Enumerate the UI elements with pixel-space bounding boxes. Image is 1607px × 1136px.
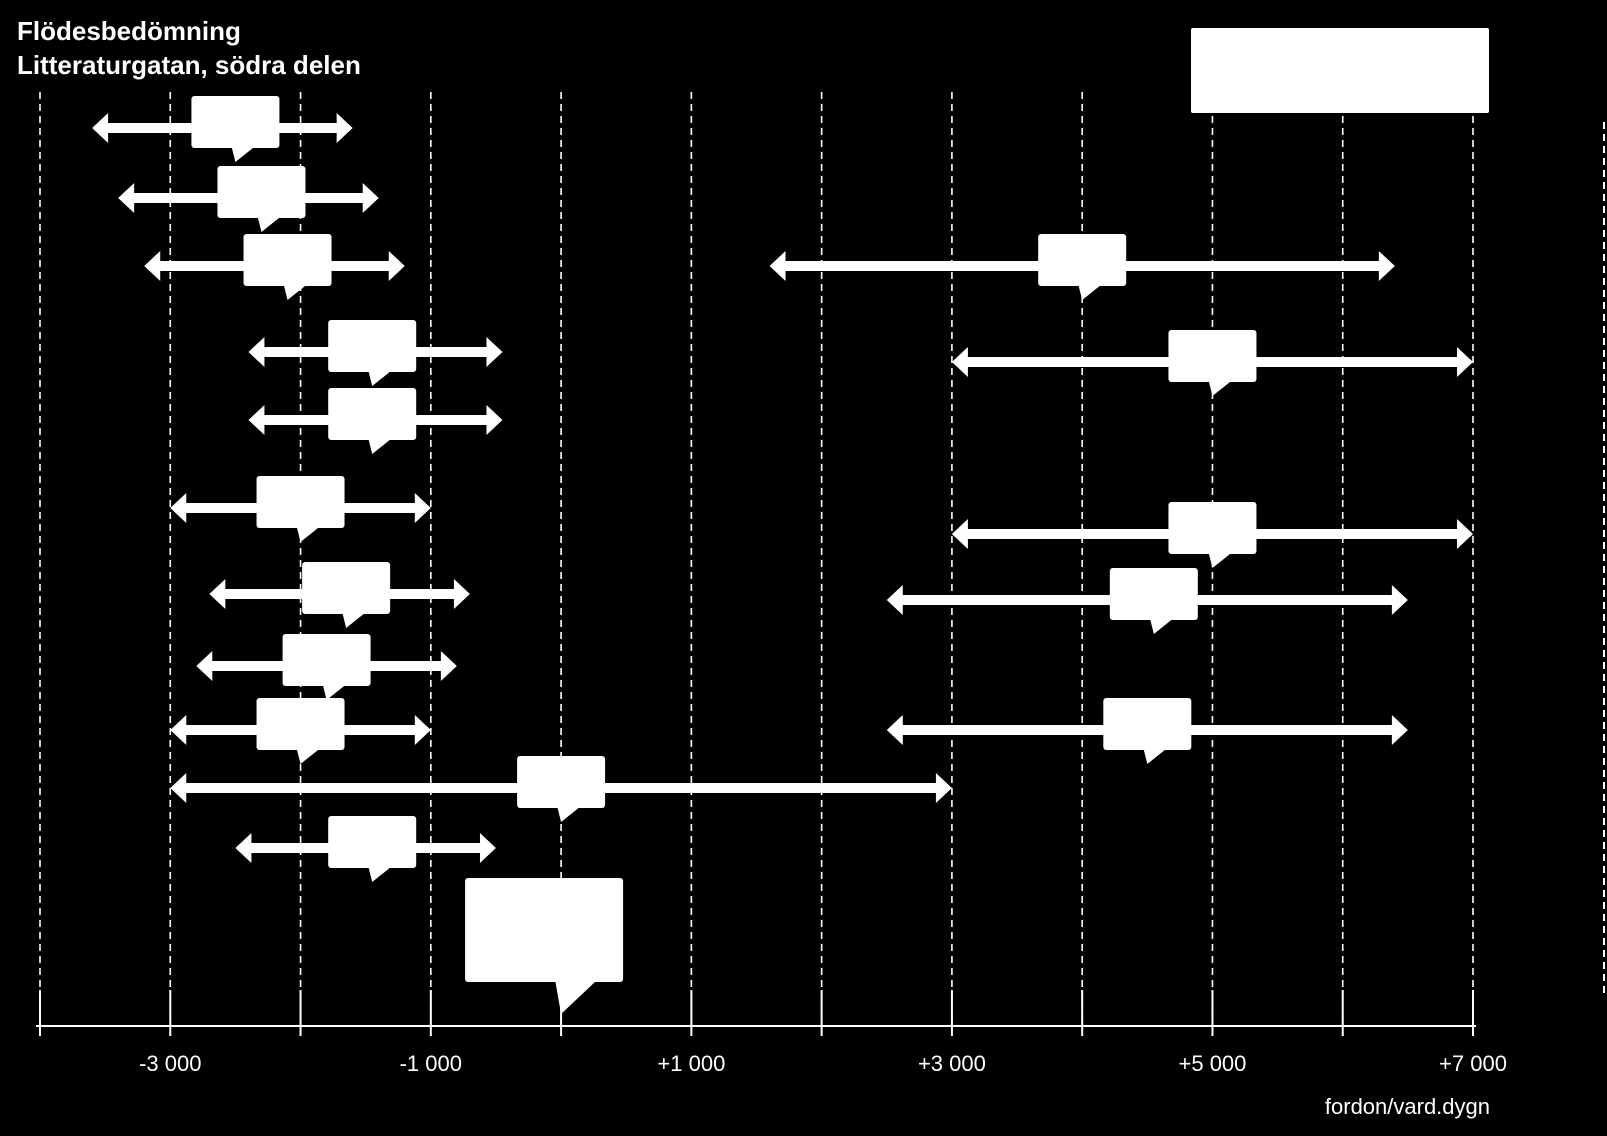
range-arrow-right	[479, 833, 496, 863]
range-arrow-right	[1378, 251, 1395, 281]
range-arrow-right	[453, 579, 470, 609]
range-callout-pointer	[322, 684, 347, 700]
range-callout	[217, 166, 306, 218]
range-arrow-right	[1457, 347, 1473, 377]
range-row	[951, 330, 1473, 396]
range-arrow-left	[886, 585, 903, 615]
range-row	[886, 698, 1408, 764]
range-callout-pointer	[231, 146, 256, 162]
range-arrow-left	[769, 251, 786, 281]
range-callout-pointer	[296, 526, 321, 542]
unit-label: fordon/vard.dygn	[1324, 1094, 1490, 1119]
range-row	[170, 698, 431, 764]
range-arrow-right	[414, 715, 431, 745]
main-callout-pointer	[555, 980, 598, 1014]
range-row	[92, 96, 353, 162]
range-callout-pointer	[1208, 552, 1233, 568]
range-row	[170, 756, 952, 822]
range-arrow-right	[414, 493, 431, 523]
x-tick-label: +5 000	[1179, 1051, 1247, 1076]
range-callout	[328, 320, 417, 372]
range-callout	[517, 756, 606, 808]
x-tick-label: -1 000	[400, 1051, 462, 1076]
range-arrow-left	[235, 833, 252, 863]
range-arrow-left	[170, 715, 187, 745]
range-callout	[191, 96, 280, 148]
range-callout-pointer	[1143, 748, 1168, 764]
range-arrow-left	[170, 493, 187, 523]
range-arrow-right	[486, 337, 503, 367]
range-row	[235, 816, 496, 882]
range-row	[170, 476, 431, 542]
range-callout	[1168, 330, 1257, 382]
range-callout	[1038, 234, 1127, 286]
range-series	[92, 96, 1473, 1014]
range-row	[118, 166, 379, 232]
range-arrow-right	[1391, 585, 1408, 615]
range-arrow-left	[951, 519, 968, 549]
x-tick-label: -3 000	[139, 1051, 201, 1076]
range-callout-pointer	[1149, 618, 1174, 634]
range-arrow-right	[440, 651, 457, 681]
range-callout	[256, 698, 345, 750]
range-callout-pointer	[1208, 380, 1233, 396]
range-callout-pointer	[283, 284, 308, 300]
range-row	[248, 320, 503, 386]
range-arrow-right	[362, 183, 379, 213]
range-row	[769, 234, 1395, 300]
range-arrow-left	[118, 183, 135, 213]
range-row	[196, 634, 457, 700]
x-tick-label: +7 000	[1439, 1051, 1507, 1076]
chart-title: Flödesbedömning Litteraturgatan, södra d…	[17, 14, 361, 82]
range-row	[886, 568, 1408, 634]
range-row	[209, 562, 470, 628]
range-arrow-right	[486, 405, 503, 435]
range-arrow-left	[248, 337, 265, 367]
range-arrow-left	[248, 405, 265, 435]
range-callout-pointer	[557, 806, 582, 822]
range-arrow-left	[886, 715, 903, 745]
range-callout	[256, 476, 345, 528]
range-callout-pointer	[368, 370, 393, 386]
range-row	[144, 234, 405, 300]
x-tick-label: +1 000	[657, 1051, 725, 1076]
range-arrow-right	[336, 113, 353, 143]
range-callout-pointer	[1078, 284, 1103, 300]
range-arrow-right	[1391, 715, 1408, 745]
range-callout	[1103, 698, 1192, 750]
range-callout	[1109, 568, 1198, 620]
range-arrow-left	[196, 651, 213, 681]
range-callout-pointer	[368, 438, 393, 454]
x-tick-labels: -3 000 -1 000 +1 000 +3 000 +5 000 +7 000	[139, 1051, 1507, 1076]
x-axis	[36, 990, 1476, 1036]
range-callout	[328, 388, 417, 440]
legend-box	[1191, 28, 1489, 113]
range-arrow-right	[1457, 519, 1473, 549]
title-line-1: Flödesbedömning	[17, 16, 241, 46]
range-callout	[282, 634, 371, 686]
x-tick-label: +3 000	[918, 1051, 986, 1076]
range-callout	[302, 562, 391, 614]
range-arrow-left	[92, 113, 109, 143]
range-row	[248, 388, 503, 454]
range-callout-pointer	[296, 748, 321, 764]
grid-lines	[39, 92, 1605, 1022]
range-row	[951, 502, 1473, 568]
range-arrow-right	[388, 251, 405, 281]
range-callout	[1168, 502, 1257, 554]
range-callout	[243, 234, 332, 286]
range-arrow-right	[935, 773, 952, 803]
range-arrow-left	[144, 251, 161, 281]
range-callout-pointer	[342, 612, 367, 628]
main-callout	[465, 878, 624, 982]
range-callout-pointer	[368, 866, 393, 882]
range-arrow-left	[951, 347, 968, 377]
range-arrow-left	[170, 773, 187, 803]
range-arrow-left	[209, 579, 226, 609]
range-callout-pointer	[257, 216, 282, 232]
range-callout	[328, 816, 417, 868]
title-line-2: Litteraturgatan, södra delen	[17, 50, 361, 80]
